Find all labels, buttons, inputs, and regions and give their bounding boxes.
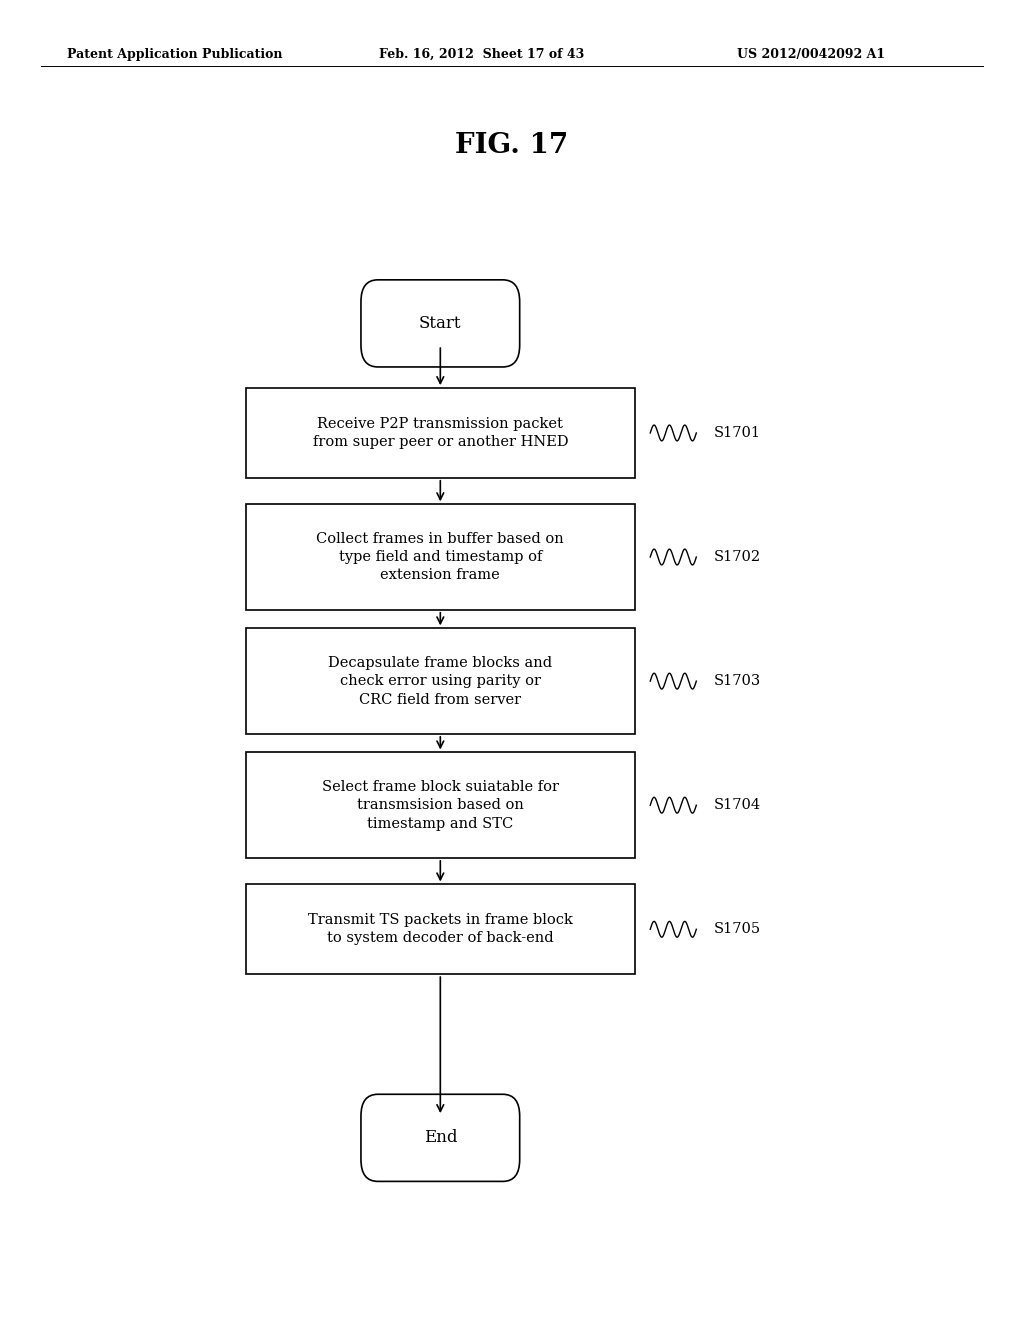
Text: S1701: S1701 — [714, 426, 761, 440]
Text: Feb. 16, 2012  Sheet 17 of 43: Feb. 16, 2012 Sheet 17 of 43 — [379, 48, 584, 61]
Text: Transmit TS packets in frame block
to system decoder of back-end: Transmit TS packets in frame block to sy… — [308, 913, 572, 945]
Text: End: End — [424, 1130, 457, 1146]
Text: S1705: S1705 — [714, 923, 761, 936]
Text: S1702: S1702 — [714, 550, 761, 564]
FancyBboxPatch shape — [246, 388, 635, 478]
FancyBboxPatch shape — [246, 752, 635, 858]
FancyBboxPatch shape — [246, 884, 635, 974]
FancyBboxPatch shape — [360, 280, 519, 367]
Text: Receive P2P transmission packet
from super peer or another HNED: Receive P2P transmission packet from sup… — [312, 417, 568, 449]
Text: FIG. 17: FIG. 17 — [456, 132, 568, 158]
Text: Patent Application Publication: Patent Application Publication — [67, 48, 282, 61]
FancyBboxPatch shape — [246, 628, 635, 734]
FancyBboxPatch shape — [246, 504, 635, 610]
Text: Decapsulate frame blocks and
check error using parity or
CRC field from server: Decapsulate frame blocks and check error… — [329, 656, 552, 706]
Text: US 2012/0042092 A1: US 2012/0042092 A1 — [737, 48, 886, 61]
Text: Collect frames in buffer based on
type field and timestamp of
extension frame: Collect frames in buffer based on type f… — [316, 532, 564, 582]
Text: S1703: S1703 — [714, 675, 761, 688]
FancyBboxPatch shape — [360, 1094, 519, 1181]
Text: Select frame block suiatable for
transmsision based on
timestamp and STC: Select frame block suiatable for transms… — [322, 780, 559, 830]
Text: S1704: S1704 — [714, 799, 761, 812]
Text: Start: Start — [419, 315, 462, 331]
